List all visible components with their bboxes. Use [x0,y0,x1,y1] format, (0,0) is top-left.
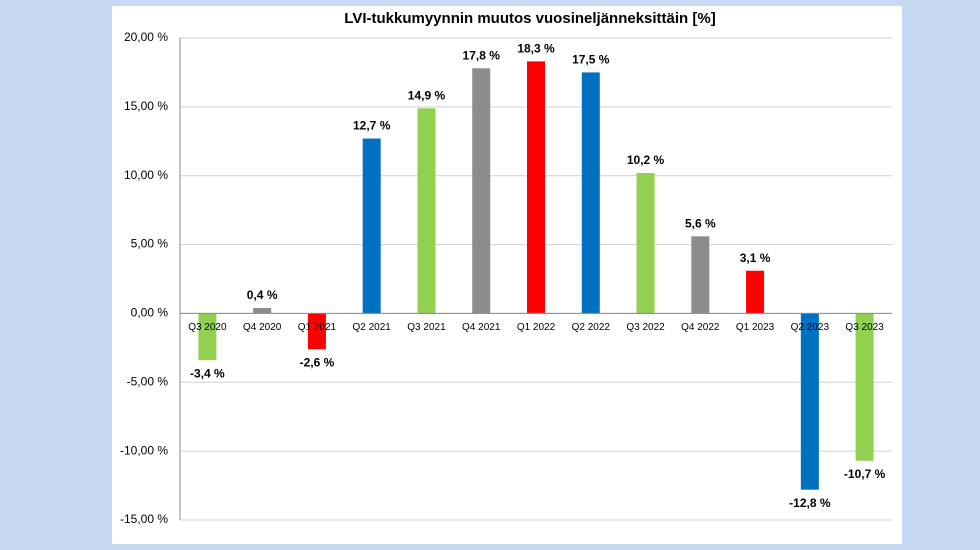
bar [362,138,381,314]
value-label: 3,1 % [740,251,771,265]
bar [581,72,600,314]
value-label: -2,6 % [300,355,335,369]
value-label: 10,2 % [627,153,665,167]
x-tick-label: Q1 2021 [298,322,337,333]
y-tick-label: 0,00 % [131,306,169,320]
x-tick-label: Q2 2023 [791,322,830,333]
bar [800,313,819,490]
value-label: -3,4 % [190,366,225,380]
bar [855,313,874,461]
bar [307,313,326,350]
bar [253,307,272,314]
x-tick-label: Q4 2022 [681,322,720,333]
value-label: 0,4 % [247,288,278,302]
y-tick-label: -15,00 % [120,512,168,526]
y-tick-label: 20,00 % [124,30,168,44]
y-tick-label: -10,00 % [120,443,168,457]
bar [198,313,217,361]
x-tick-label: Q1 2023 [736,322,775,333]
bar [746,270,765,314]
value-label: 18,3 % [517,42,555,56]
bar [636,172,655,314]
x-tick-label: Q1 2022 [517,322,556,333]
value-label: 12,7 % [353,119,391,133]
bar [472,68,491,314]
y-tick-label: 5,00 % [131,237,169,251]
x-tick-label: Q4 2021 [462,322,501,333]
x-tick-label: Q4 2020 [243,322,282,333]
bar [527,61,545,314]
x-tick-label: Q3 2021 [407,322,446,333]
x-tick-label: Q3 2023 [845,322,884,333]
chart-area [112,6,902,544]
x-tick-label: Q3 2020 [188,322,227,333]
x-tick-label: Q2 2021 [353,322,392,333]
value-label: 5,6 % [685,216,716,230]
value-label: 17,5 % [572,53,610,67]
chart-title: LVI-tukkumyynnin muutos vuosineljänneksi… [344,10,715,27]
x-tick-label: Q2 2022 [572,322,611,333]
y-tick-label: 10,00 % [124,168,168,182]
y-tick-label: -5,00 % [127,374,169,388]
value-label: -10,7 % [844,467,886,481]
y-tick-label: 15,00 % [124,99,168,113]
value-label: 14,9 % [408,88,446,102]
bar [691,236,710,314]
value-label: -12,8 % [789,496,831,510]
x-tick-label: Q3 2022 [626,322,665,333]
bar [417,108,436,314]
value-label: 17,8 % [463,48,501,62]
